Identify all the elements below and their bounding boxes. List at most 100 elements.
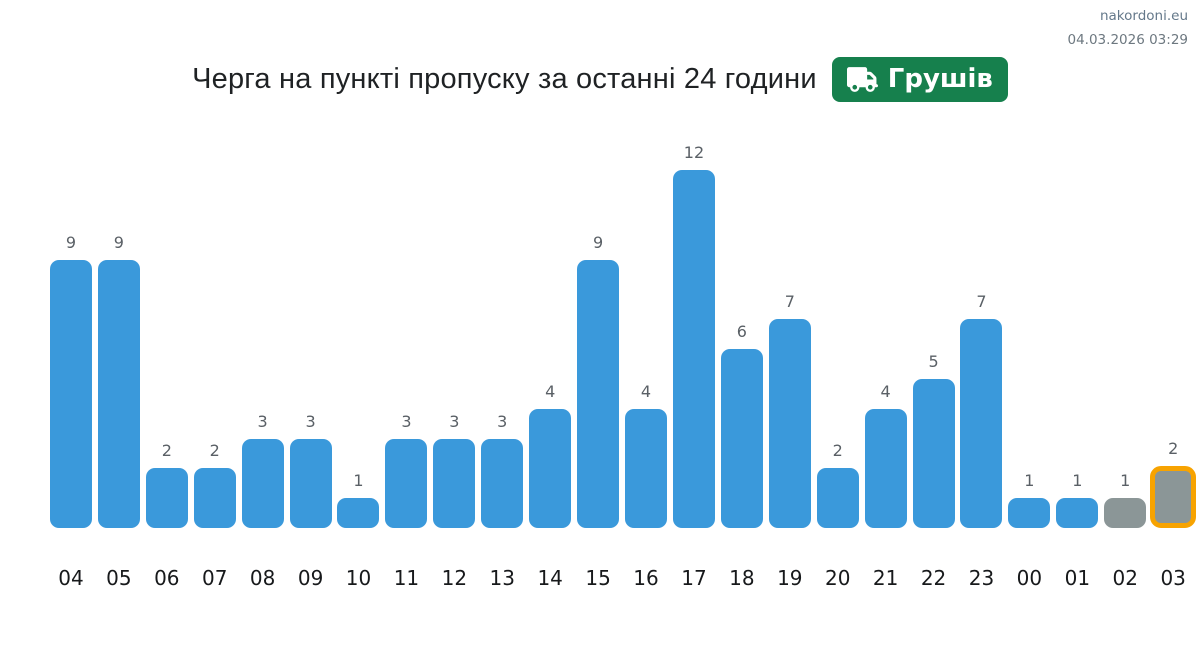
bar-column: 12 xyxy=(670,143,718,528)
bar-column: 7 xyxy=(766,292,814,528)
bar-column: 1 xyxy=(335,471,383,528)
bar xyxy=(385,438,428,528)
bar-value-label: 3 xyxy=(257,411,268,431)
bar xyxy=(529,408,572,528)
bar xyxy=(481,438,524,528)
site-info: nakordoni.eu 04.03.2026 03:29 xyxy=(1068,7,1189,50)
bar-value-label: 2 xyxy=(1168,439,1179,459)
bar-value-label: 6 xyxy=(736,322,747,342)
bar xyxy=(49,259,92,528)
hour-label: 12 xyxy=(441,566,468,590)
bar-column: 1 xyxy=(1053,471,1101,528)
bar-column: 4 xyxy=(622,382,670,528)
hour-label: 17 xyxy=(681,566,707,590)
hour-label: 10 xyxy=(345,566,372,590)
bar-column: 3 xyxy=(239,412,287,528)
bar-column: 6 xyxy=(718,322,766,528)
bar-value-label: 2 xyxy=(832,441,843,461)
bar-value-label: 3 xyxy=(449,411,460,431)
hour-label: 03 xyxy=(1160,566,1186,590)
bar xyxy=(97,259,140,528)
bar-value-label: 9 xyxy=(593,232,604,252)
hour-label: 13 xyxy=(489,566,515,590)
hour-label: 07 xyxy=(202,566,228,590)
bar-value-label: 9 xyxy=(65,232,77,252)
bar-column: 2 xyxy=(814,441,862,528)
bar-column: 9 xyxy=(47,233,95,528)
truck-icon xyxy=(846,66,878,92)
bar xyxy=(337,498,380,528)
bar-value-label: 9 xyxy=(113,232,124,252)
bar-value-label: 1 xyxy=(353,471,364,491)
bar xyxy=(1056,498,1099,528)
bar-column: 3 xyxy=(478,412,526,528)
bar xyxy=(816,468,859,528)
bar-column: 2 xyxy=(1149,439,1197,528)
bar xyxy=(145,468,188,528)
checkpoint-badge[interactable]: Грушів xyxy=(831,56,1008,102)
bar-value-label: 2 xyxy=(161,441,172,461)
bar xyxy=(768,319,811,528)
x-axis-labels: 04 05 06 07 08 09 10 11 12 13 14 15 16 17 18 19 20 21 22 23… xyxy=(47,566,1197,590)
bar-column: 2 xyxy=(143,441,191,528)
bar-column: 9 xyxy=(95,233,143,528)
hour-label: 00 xyxy=(1016,566,1043,590)
hour-label: 14 xyxy=(537,566,563,590)
hour-label: 05 xyxy=(106,566,132,590)
bar-column: 1 xyxy=(1101,471,1149,528)
bar-value-label: 5 xyxy=(928,352,939,371)
bar xyxy=(289,438,332,528)
bar-value-label: 1 xyxy=(1120,471,1131,491)
bar-column: 5 xyxy=(910,352,958,528)
checkpoint-name: Грушів xyxy=(887,64,993,94)
hour-label: 15 xyxy=(585,566,611,590)
bar xyxy=(1008,498,1051,528)
bar-value-label: 4 xyxy=(545,381,556,401)
hour-label: 06 xyxy=(154,566,180,590)
bar-column: 4 xyxy=(526,382,574,528)
bar-value-label: 12 xyxy=(683,143,705,163)
bar-column: 3 xyxy=(287,412,335,528)
bars-area: 9 9 2 2 3 3 1 3 3 3 4 9 4 12 6 7 2 4 5 7 1 1 1 2 xyxy=(47,130,1197,528)
bar-column: 7 xyxy=(958,292,1006,528)
bar-value-label: 3 xyxy=(401,411,412,431)
timestamp: 04.03.2026 03:29 xyxy=(1067,31,1189,48)
hour-label: 08 xyxy=(249,566,276,590)
title-row: Черга на пункті пропуску за останні 24 г… xyxy=(0,55,1200,103)
bar-value-label: 7 xyxy=(976,292,987,312)
hour-label: 11 xyxy=(393,566,420,590)
bar xyxy=(1150,466,1197,528)
hour-label: 02 xyxy=(1112,566,1138,590)
bar-column: 4 xyxy=(862,382,910,528)
bar-column: 2 xyxy=(191,441,239,528)
hour-label: 19 xyxy=(777,566,803,590)
bar xyxy=(625,408,668,528)
bar xyxy=(433,438,476,528)
hour-label: 01 xyxy=(1064,566,1091,590)
bar xyxy=(960,319,1003,528)
hour-label: 16 xyxy=(633,566,659,590)
hour-label: 21 xyxy=(872,566,899,590)
hour-label: 18 xyxy=(729,566,755,590)
bar xyxy=(241,438,284,528)
bar-value-label: 1 xyxy=(1072,471,1083,491)
hour-label: 04 xyxy=(58,566,84,590)
bar xyxy=(1104,498,1147,528)
bar xyxy=(864,408,907,528)
bar-value-label: 3 xyxy=(497,411,508,431)
bar-column: 1 xyxy=(1005,471,1053,528)
bar xyxy=(912,379,955,528)
bar-column: 3 xyxy=(382,412,430,528)
bar xyxy=(577,259,620,528)
bar-value-label: 4 xyxy=(640,381,652,401)
bar-value-label: 2 xyxy=(209,441,220,461)
hour-label: 09 xyxy=(297,566,324,590)
bar-value-label: 7 xyxy=(784,292,795,312)
bar xyxy=(672,170,715,528)
site-link[interactable]: nakordoni.eu xyxy=(1099,8,1188,24)
hour-label: 22 xyxy=(920,566,947,590)
bar-column: 9 xyxy=(574,233,622,528)
bar-value-label: 4 xyxy=(880,381,891,401)
hour-label: 20 xyxy=(824,566,851,590)
